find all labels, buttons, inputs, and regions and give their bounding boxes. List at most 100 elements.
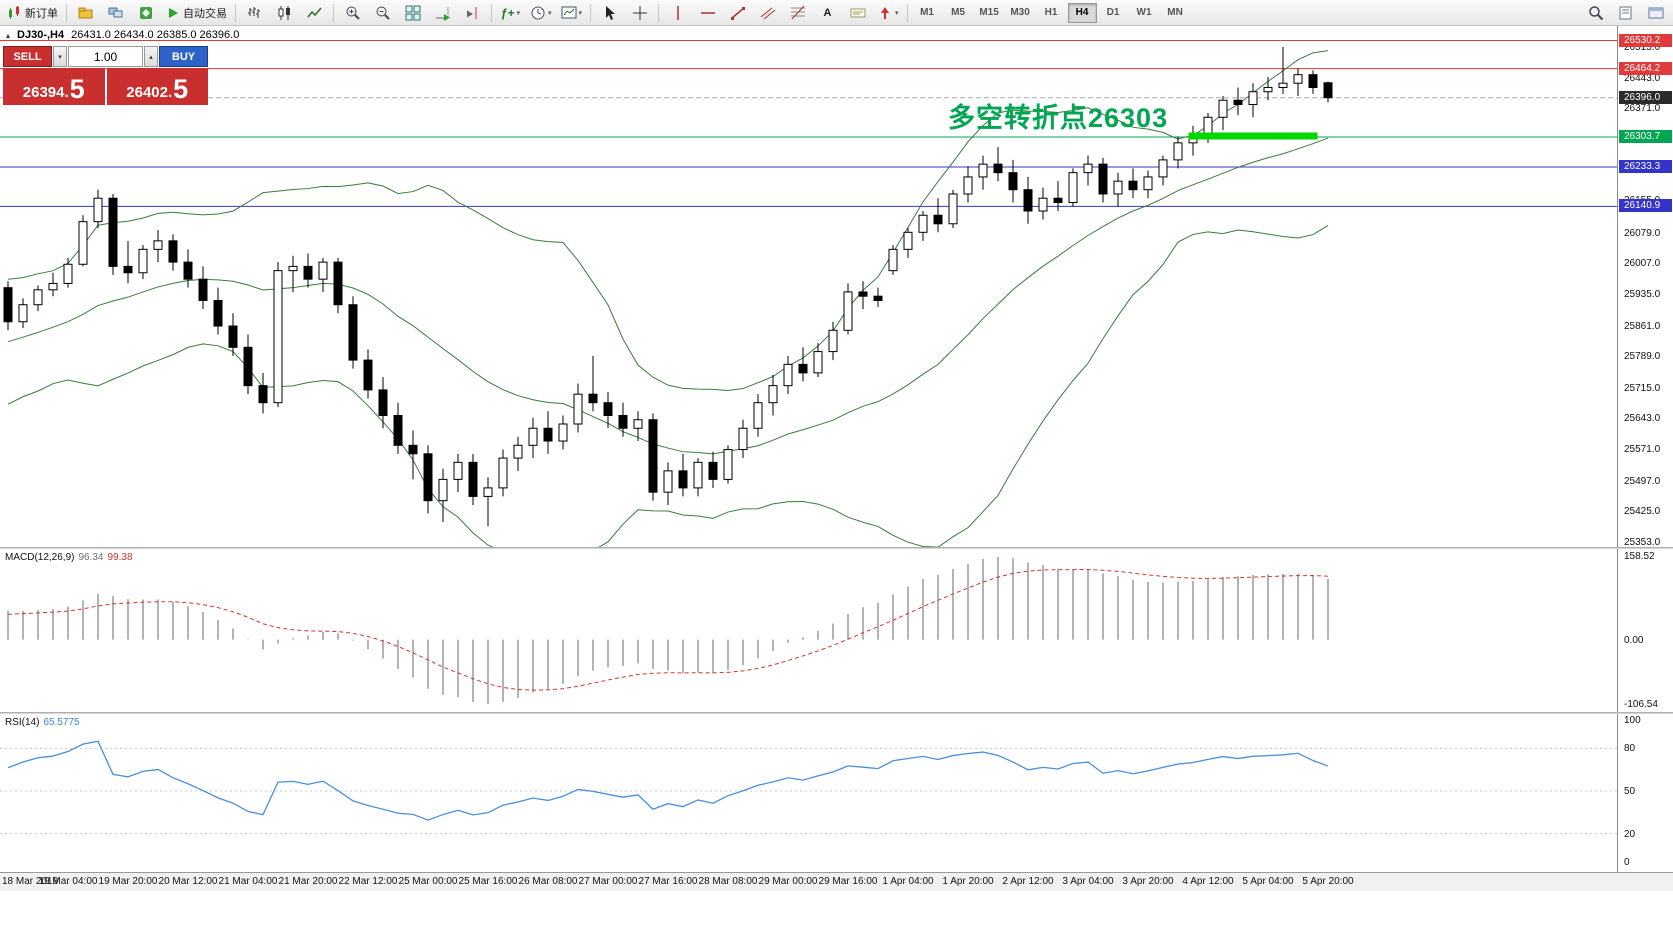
timeframe-M5[interactable]: M5 [951,7,965,18]
text-label-button[interactable] [843,2,872,24]
market-watch-button[interactable] [71,2,100,24]
timeframe-M1[interactable]: M1 [920,7,934,18]
volume-down-button[interactable]: ▾ [53,46,67,67]
volume-up-button[interactable]: ▴ [144,46,158,67]
timeframe-H1[interactable]: H1 [1044,7,1058,18]
price-tag: 26233.3 [1619,160,1672,173]
collapse-panel-icon[interactable]: ▴ [6,31,11,40]
time-axis-label: 27 Mar 16:00 [638,876,698,887]
rsi-value: 65.5775 [43,717,80,728]
metaquotes-icon [139,6,152,19]
time-axis-label: 21 Mar 20:00 [278,876,338,887]
text-tool-button[interactable]: A [813,2,842,24]
templates-button[interactable]: ▾ [557,2,587,24]
buy-button[interactable]: BUY [159,46,208,67]
price-axis-label: 25497.0 [1624,475,1661,487]
macd-scale-label: -106.54 [1624,699,1658,710]
time-axis-label: 29 Mar 00:00 [758,876,818,887]
panel-splitter[interactable] [0,712,1673,714]
new-order-button[interactable]: 新订单 [3,2,62,24]
fibonacci-icon [790,5,805,19]
buy-price-tile[interactable]: 26402. 5 [106,68,208,105]
price-axis-label: 25571.0 [1624,444,1661,456]
zoom-in-button[interactable] [338,2,367,24]
time-axis-label: 19 Mar 04:00 [38,876,98,887]
vertical-line-button[interactable] [663,2,692,24]
metaquotes-button[interactable] [131,2,160,24]
toolbar-separator [590,3,592,22]
sell-price-tile[interactable]: 26394. 5 [3,68,105,105]
panel-splitter[interactable] [0,547,1673,549]
crosshair-button[interactable] [625,2,654,24]
arrows-tool-button[interactable]: ▾ [873,2,903,24]
autotrading-label: 自动交易 [183,7,227,20]
time-axis-label: 1 Apr 20:00 [942,876,994,887]
template-icon [561,6,577,18]
new-order-icon [9,5,19,19]
macd-indicator-label: MACD(12,26,9) 96.34 99.38 [5,552,133,563]
timeframe-M30[interactable]: M30 [1010,7,1030,18]
vertical-line-icon [676,5,679,20]
bar-chart-button[interactable] [240,2,269,24]
terminal-window-button[interactable] [101,2,130,24]
price-tag: 26396.0 [1619,90,1672,104]
timeframe-MN[interactable]: MN [1167,7,1183,18]
trendline-icon [730,6,745,20]
sell-button[interactable]: SELL [3,46,52,67]
timeframe-M15[interactable]: M15 [979,7,999,18]
price-axis-label: 25715.0 [1624,382,1661,394]
macd-scale-label: 0.00 [1624,634,1644,646]
indicators-button[interactable]: ƒ+ ▾ [496,2,525,24]
tile-windows-button[interactable] [398,2,427,24]
data-window-button[interactable] [1611,2,1640,24]
autotrading-button[interactable]: 自动交易 [161,2,231,24]
toolbar-separator [658,3,660,22]
chevron-down-icon: ▾ [548,9,552,17]
text-label-icon [850,8,866,17]
timeframe-W1[interactable]: W1 [1136,7,1152,18]
auto-scroll-button[interactable] [428,2,457,24]
fibonacci-button[interactable] [783,2,812,24]
timeframe-D1[interactable]: D1 [1106,7,1120,18]
clock-icon [531,6,545,19]
channel-icon [760,7,775,19]
time-axis-label: 2 Apr 12:00 [1002,876,1054,887]
candlestick-chart-button[interactable] [270,2,299,24]
time-axis-label: 19 Mar 20:00 [98,876,158,887]
time-axis-label: 1 Apr 04:00 [882,876,934,887]
price-axis-label: 26443.0 [1624,72,1661,84]
one-click-trading-panel: SELL ▾ ▴ BUY 26394.5 26402.5 [3,46,208,105]
timeframe-H4[interactable]: H4 [1067,2,1097,23]
volume-input[interactable] [68,46,143,67]
auto-scroll-icon [435,6,450,21]
channel-button[interactable] [753,2,782,24]
toolbar: 新订单 自动交易 [0,0,1673,26]
chart-shift-button[interactable] [458,2,487,24]
macd-indicator-panel[interactable] [0,549,1617,712]
rsi-indicator-panel[interactable] [0,714,1617,872]
main-price-chart[interactable] [0,26,1617,547]
crosshair-icon [632,5,647,20]
macd-name: MACD(12,26,9) [5,552,75,563]
cursor-button[interactable] [595,2,624,24]
line-chart-button[interactable] [300,2,329,24]
price-axis[interactable]: 26515.026443.026371.026299.026227.026155… [1617,26,1673,872]
chart-symbol-period: DJ30-,H4 [17,29,65,41]
chart-annotation-text: 多空转折点26303 [948,103,1169,133]
trendline-button[interactable] [723,2,752,24]
price-axis-label: 25861.0 [1624,320,1661,332]
time-axis-label: 5 Apr 20:00 [1302,876,1354,887]
time-axis-label: 25 Mar 00:00 [398,876,458,887]
price-axis-label: 26515.0 [1624,42,1661,53]
time-axis-label: 29 Mar 16:00 [818,876,878,887]
search-button[interactable] [1581,2,1610,24]
periods-button[interactable]: ▾ [526,2,556,24]
sell-price: 26394. [22,84,69,101]
time-axis[interactable]: 18 Mar 2019 19 Mar 04:00 19 Mar 20:00 20 Ma… [0,872,1673,891]
time-axis-label: 5 Apr 04:00 [1242,876,1294,887]
price-axis-label: 26079.0 [1624,227,1661,239]
time-axis-label: 28 Mar 08:00 [698,876,758,887]
terminal-button[interactable] [1641,2,1670,24]
horizontal-line-button[interactable] [693,2,722,24]
zoom-out-button[interactable] [368,2,397,24]
